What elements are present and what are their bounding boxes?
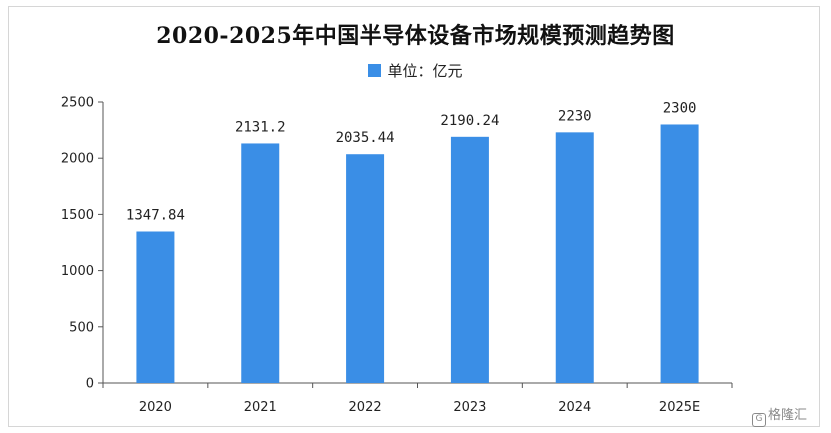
- gelonghui-logo-icon: G: [752, 413, 766, 427]
- legend-label: 单位：亿元: [387, 62, 463, 80]
- y-tick-label: 500: [69, 320, 94, 335]
- bar-2023: [450, 136, 489, 383]
- legend-swatch: [368, 64, 382, 77]
- x-tick-label-2024: 2024: [558, 400, 591, 415]
- x-tick-label-2021: 2021: [244, 400, 277, 415]
- legend: 单位：亿元: [0, 60, 831, 81]
- data-label-2020: 1347.84: [126, 208, 185, 224]
- bar-2024: [555, 132, 594, 383]
- y-tick-label: 1000: [61, 264, 94, 279]
- data-label-2024: 2230: [558, 108, 592, 124]
- watermark: G 格隆汇: [752, 404, 807, 427]
- y-tick-label: 2000: [61, 152, 94, 167]
- data-label-2022: 2035.44: [336, 130, 395, 146]
- y-tick-label: 1500: [61, 208, 94, 223]
- y-tick-label: 0: [86, 377, 94, 392]
- bar-2025E: [660, 124, 699, 383]
- watermark-text: 格隆汇: [768, 408, 808, 423]
- data-label-2023: 2190.24: [440, 113, 499, 129]
- bar-2021: [241, 143, 280, 383]
- y-tick-label: 2500: [61, 96, 94, 111]
- chart-title: 2020-2025年中国半导体设备市场规模预测趋势图: [156, 23, 675, 49]
- data-label-2021: 2131.2: [235, 119, 286, 135]
- bar-2020: [136, 231, 175, 383]
- x-tick-label-2020: 2020: [139, 400, 172, 415]
- x-tick-label-2023: 2023: [453, 400, 486, 415]
- data-label-2025E: 2300: [663, 100, 697, 116]
- x-tick-label-2022: 2022: [349, 400, 382, 415]
- bar-2022: [346, 154, 385, 383]
- x-tick-label-2025E: 2025E: [659, 400, 700, 415]
